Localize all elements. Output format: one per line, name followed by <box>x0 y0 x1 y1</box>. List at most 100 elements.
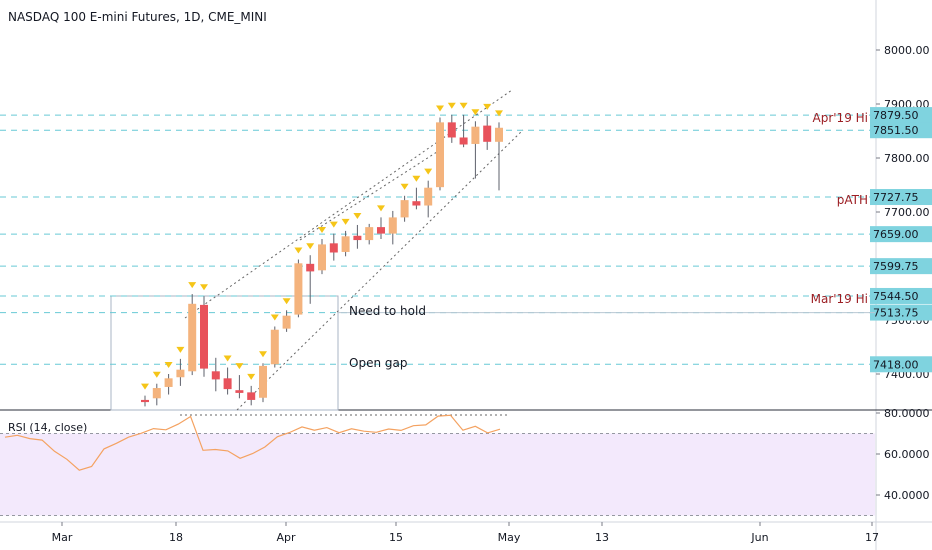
candle-body <box>436 122 444 188</box>
candle-body <box>424 187 433 206</box>
signal-marker <box>329 221 338 228</box>
level-label-box <box>870 287 932 304</box>
candle-body <box>200 304 208 369</box>
level-label: 7727.75 <box>873 191 919 204</box>
time-tick-label: 13 <box>595 531 609 544</box>
time-tick-label: Jun <box>750 531 768 544</box>
candle-body <box>483 125 492 142</box>
signal-marker <box>400 183 409 190</box>
signal-marker <box>294 247 303 254</box>
signal-marker <box>247 373 256 380</box>
candle-body <box>329 243 338 253</box>
candle-body <box>306 263 315 272</box>
signal-marker <box>306 243 315 250</box>
level-label-box <box>870 122 932 139</box>
candle-body <box>495 127 503 142</box>
signal-marker <box>377 205 385 212</box>
signal-marker <box>483 103 492 110</box>
signal-marker <box>259 351 267 358</box>
signal-marker <box>353 212 362 219</box>
level-label-box <box>870 189 932 206</box>
level-label: 7599.75 <box>873 260 919 273</box>
time-tick-label: May <box>498 531 521 544</box>
signal-marker <box>447 102 456 109</box>
candle-body <box>471 126 480 144</box>
level-label-box <box>870 107 932 124</box>
time-tick-label: Mar <box>52 531 73 544</box>
candle-body <box>365 227 374 241</box>
level-label-box <box>870 258 932 275</box>
candle-body <box>176 369 185 378</box>
signal-marker <box>188 282 197 289</box>
level-note: Mar'19 Hi <box>811 292 868 306</box>
signal-marker <box>152 371 161 378</box>
signal-marker <box>164 362 173 368</box>
signal-marker <box>341 218 350 225</box>
level-label-box <box>870 356 932 373</box>
time-tick-label: Apr <box>276 531 296 544</box>
price-tick-label: 7800.00 <box>884 152 930 165</box>
signal-marker <box>200 284 208 291</box>
rsi-tick-label: 80.0000 <box>884 407 930 420</box>
candle-body <box>318 244 326 271</box>
chart-title: NASDAQ 100 E-mini Futures, 1D, CME_MINI <box>8 10 267 24</box>
signal-marker <box>282 298 291 305</box>
candle-body <box>377 227 385 234</box>
signal-marker <box>141 383 149 390</box>
time-tick-label: 18 <box>169 531 183 544</box>
signal-marker <box>495 110 503 117</box>
candle-body <box>412 201 421 206</box>
signal-marker <box>235 363 244 370</box>
candle-body <box>388 217 397 234</box>
candle-body <box>270 329 279 365</box>
rsi-line <box>4 414 501 471</box>
time-tick-label: 15 <box>389 531 403 544</box>
candle-body <box>353 235 362 241</box>
annotation-hold: Need to hold <box>349 304 426 318</box>
candle-body <box>223 378 232 390</box>
signal-marker <box>471 109 480 116</box>
candle-body <box>447 122 456 138</box>
channel-line <box>184 89 513 319</box>
signal-marker <box>270 314 279 321</box>
rsi-tick-label: 40.0000 <box>884 489 930 502</box>
gap-box <box>110 295 339 411</box>
level-label-box <box>870 226 932 243</box>
candle-body <box>211 371 220 380</box>
signal-marker <box>459 102 468 109</box>
rsi-tick-label: 60.0000 <box>884 448 930 461</box>
level-label: 7879.50 <box>873 109 919 122</box>
candle-body <box>235 390 244 393</box>
level-note: Apr'19 Hi <box>813 111 869 125</box>
rsi-label: RSI (14, close) <box>8 421 88 434</box>
channel-line <box>236 129 524 411</box>
price-tick-label: 8000.00 <box>884 44 930 57</box>
candle-body <box>400 200 409 218</box>
price-tick-label: 7700.00 <box>884 206 930 219</box>
annotation-gap: Open gap <box>349 356 407 370</box>
level-label: 7659.00 <box>873 228 919 241</box>
signal-marker <box>318 227 326 233</box>
rsi-band <box>0 433 875 516</box>
level-note: pATH <box>837 193 868 207</box>
signal-marker <box>176 346 185 353</box>
signal-marker <box>436 105 444 112</box>
candle-body <box>459 137 468 145</box>
candle-body <box>282 315 291 329</box>
signal-marker <box>223 355 232 362</box>
level-label: 7418.00 <box>873 358 919 371</box>
signal-marker <box>424 168 433 175</box>
candle-body <box>188 303 197 372</box>
candle-body <box>141 399 149 403</box>
level-label-box <box>870 304 932 321</box>
candle-body <box>164 378 173 387</box>
candle-body <box>341 236 350 252</box>
candle-body <box>259 365 267 398</box>
level-label: 7513.75 <box>873 307 919 320</box>
signal-marker <box>412 175 421 182</box>
candle-body <box>294 263 303 315</box>
level-label: 7544.50 <box>873 290 919 303</box>
time-tick-label: 17 <box>865 531 879 544</box>
channel-line <box>299 149 441 241</box>
